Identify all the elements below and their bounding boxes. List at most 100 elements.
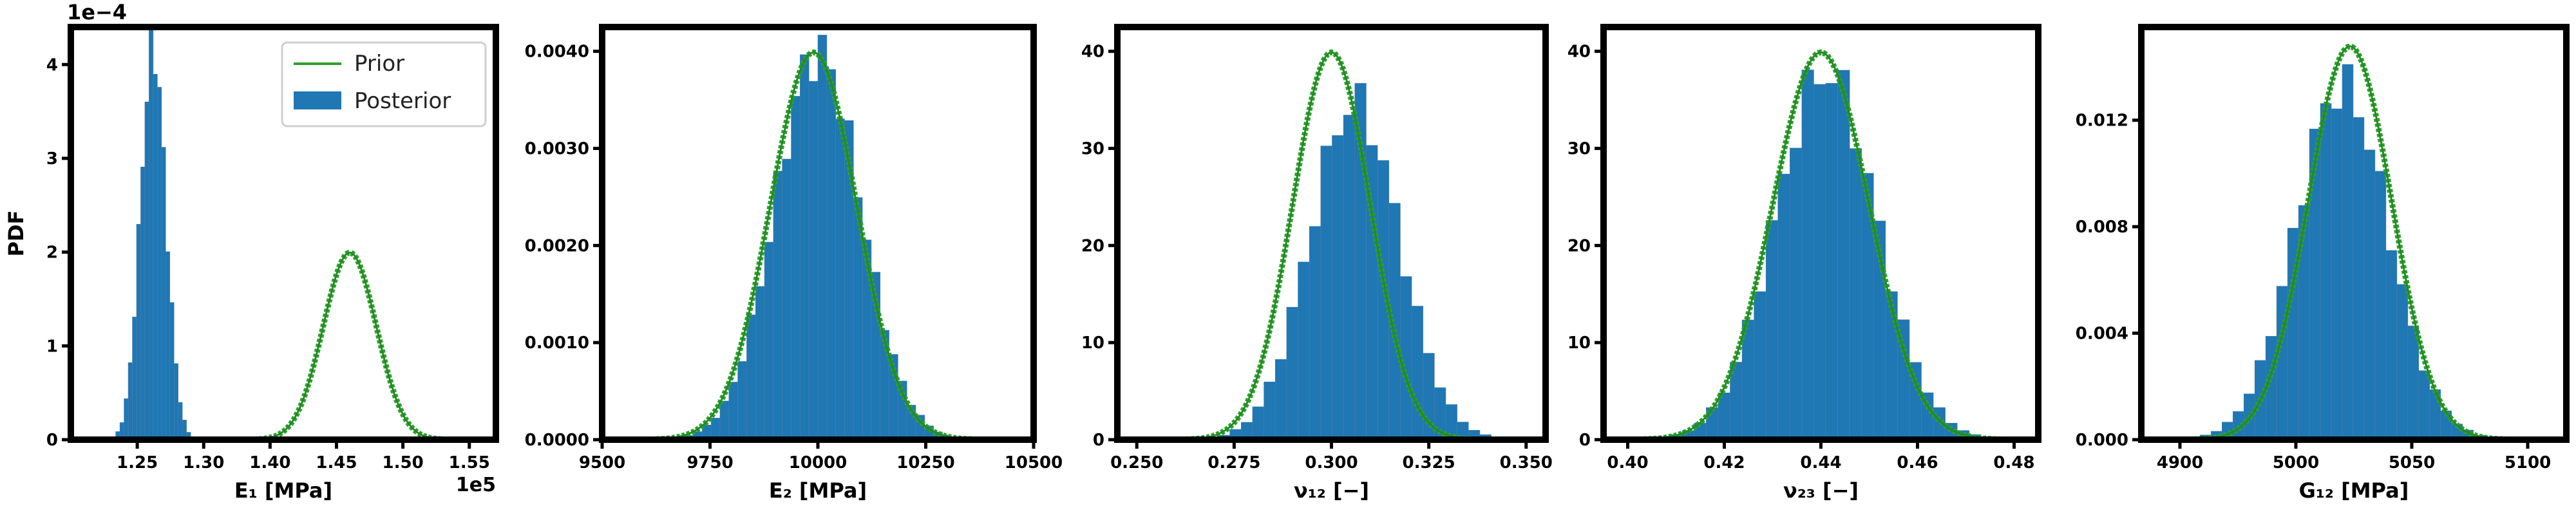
prior-curve-center	[1627, 51, 2014, 441]
posterior-bar	[817, 35, 828, 440]
posterior-bar	[1320, 145, 1332, 440]
posterior-bar	[1332, 135, 1344, 440]
x-axis-label: E₁ [MPa]	[234, 478, 332, 503]
posterior-bar	[2342, 64, 2354, 440]
x-tick-label: 5000	[2273, 453, 2319, 473]
x-tick-label: 10500	[1005, 453, 1063, 473]
y-offset-label: 1e−4	[67, 0, 127, 24]
posterior-bar	[136, 223, 141, 440]
y-tick-label: 0.004	[2076, 324, 2128, 344]
posterior-bar	[2353, 117, 2365, 440]
posterior-bar	[178, 402, 183, 440]
posterior-bar	[1814, 84, 1826, 440]
posterior-bar	[1400, 276, 1412, 440]
x-axis-label: ν₁₂ [−]	[1294, 478, 1369, 503]
posterior-bar	[1298, 261, 1310, 440]
subplot-2: 9500 9750 10000 10250 10500 0.0000 0.0010 0.002…	[525, 24, 1063, 503]
x-tick-label: 5050	[2389, 453, 2435, 473]
y-tick-label: 0.0030	[525, 140, 589, 159]
x-tick-label: 0.275	[1208, 453, 1260, 473]
prior-curve-center	[2183, 45, 2517, 441]
x-tick-label: 4900	[2157, 453, 2203, 473]
posterior-bar	[165, 251, 171, 440]
posterior-bar	[800, 54, 810, 440]
posterior-bar	[169, 302, 175, 440]
posterior-bar	[173, 363, 178, 440]
posterior-bar	[1765, 220, 1779, 440]
x-offset-label: 1e5	[456, 474, 496, 496]
posterior-bar	[1777, 173, 1790, 440]
x-tick-label: 1.50	[383, 453, 424, 473]
posterior-bar	[782, 158, 791, 440]
y-tick-label: 0.008	[2076, 218, 2128, 237]
posterior-bar	[835, 118, 845, 440]
x-tick-label: 1.30	[183, 453, 224, 473]
y-tick-label: 3	[46, 149, 58, 169]
posterior-bar	[124, 398, 129, 440]
x-tick-label: 0.40	[1607, 453, 1648, 473]
subplot-1: 1.25 1.30 1.40 1.45 1.50 1.55 0 1 2 3 4 E₁ [MPa] PDF…	[4, 0, 499, 503]
x-tick-label: 0.42	[1703, 453, 1745, 473]
posterior-bar	[710, 418, 721, 440]
posterior-bar	[1849, 148, 1862, 440]
y-tick-label: 30	[1567, 140, 1591, 159]
posterior-bar	[2396, 284, 2409, 440]
posterior-bar	[1754, 291, 1766, 440]
posterior-bar	[149, 26, 154, 440]
x-tick-label: 0.44	[1800, 453, 1841, 473]
y-tick-label: 40	[1567, 42, 1591, 62]
x-tick-label: 1.40	[249, 453, 290, 473]
prior-curve-center	[641, 51, 987, 441]
legend-prior-label: Prior	[354, 51, 404, 77]
y-tick-label: 10	[1081, 333, 1104, 353]
y-tick-label: 0.0000	[525, 431, 589, 450]
x-tick-label: 10250	[896, 453, 954, 473]
posterior-bar	[1252, 406, 1264, 440]
posterior-bar	[737, 361, 747, 440]
x-tick-label: 9500	[579, 453, 625, 473]
posterior-bar	[1411, 306, 1423, 440]
subplot-3: 0.250 0.275 0.300 0.325 0.350 0 10 20 30 40 ν₁₂ [−…	[1081, 24, 1553, 503]
x-axis-label: ν₂₃ [−]	[1783, 478, 1859, 503]
posterior-bar	[140, 167, 146, 440]
posterior-bar	[1343, 115, 1356, 440]
posterior-bar	[2363, 149, 2376, 440]
y-tick-label: 0	[46, 431, 58, 450]
posterior-bar	[791, 96, 800, 440]
y-tick-label: 0	[1579, 431, 1591, 450]
subplot-5: 4900 5000 5050 5100 0.000 0.004 0.008 0.012 G₁₂ …	[2076, 24, 2570, 503]
y-axis-label: PDF	[4, 211, 28, 257]
y-tick-label: 4	[46, 55, 58, 75]
posterior-bar	[764, 241, 774, 440]
posterior-bar	[144, 101, 149, 440]
posterior-bar	[128, 362, 133, 440]
posterior-bar	[773, 171, 783, 440]
posterior-bar	[1309, 226, 1321, 440]
posterior-bar	[755, 286, 765, 440]
prior-curve-center	[243, 251, 457, 441]
y-tick-label: 0	[1093, 431, 1104, 450]
posterior-bar	[1790, 147, 1803, 440]
x-tick-label: 5100	[2505, 453, 2551, 473]
posterior-bar	[153, 73, 158, 440]
axes-frame	[68, 24, 499, 443]
posterior-bar	[132, 317, 137, 440]
posterior-bar	[1286, 306, 1298, 440]
x-tick-label: 0.300	[1305, 453, 1358, 473]
posterior-bar	[1801, 70, 1814, 440]
posterior-bar	[808, 80, 819, 440]
y-tick-label: 30	[1081, 140, 1104, 159]
posterior-bar	[1837, 70, 1850, 440]
subplot-4: 0.40 0.42 0.44 0.46 0.48 0 10 20 30 40 ν₂₃ [−]	[1567, 24, 2041, 503]
posterior-bar	[746, 314, 756, 440]
posterior-bar	[157, 87, 162, 440]
y-tick-label: 0.0040	[525, 42, 589, 62]
y-tick-label: 40	[1081, 42, 1104, 62]
posterior-bar	[871, 272, 881, 440]
x-tick-label: 1.45	[316, 453, 357, 473]
x-tick-label: 1.25	[117, 453, 158, 473]
posterior-bar	[1264, 381, 1276, 440]
y-tick-label: 20	[1567, 236, 1591, 256]
y-tick-label: 2	[46, 243, 58, 263]
